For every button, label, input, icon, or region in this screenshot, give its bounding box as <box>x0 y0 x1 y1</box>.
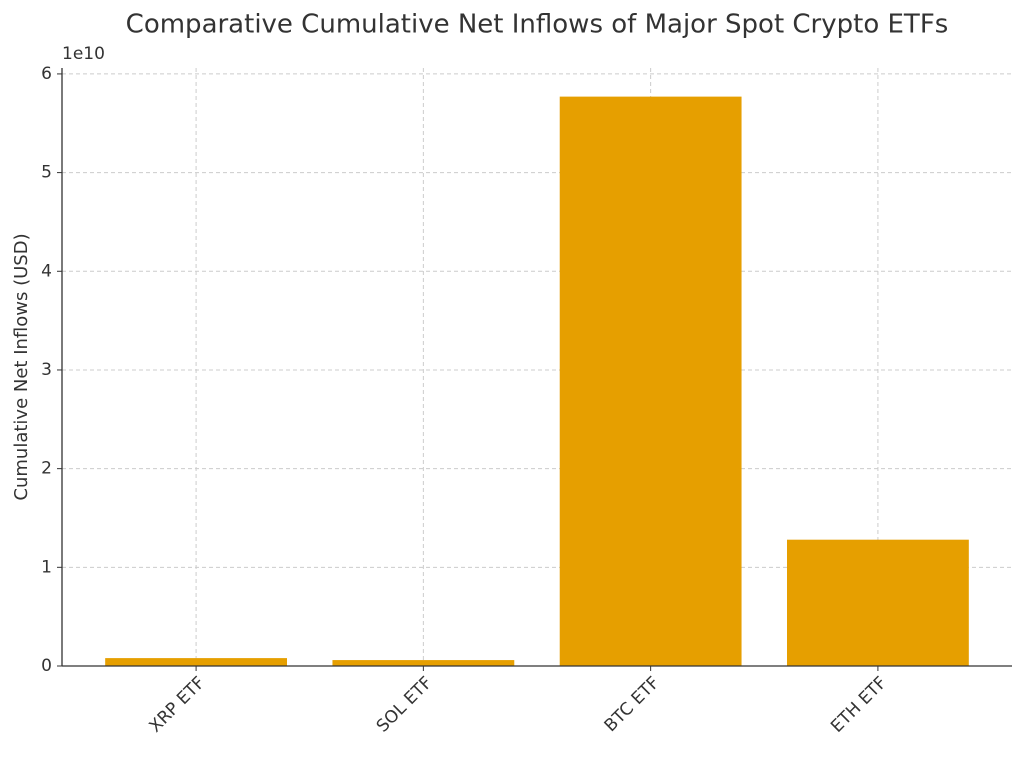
y-tick-label: 0 <box>41 656 52 676</box>
y-axis-label: Cumulative Net Inflows (USD) <box>11 233 32 500</box>
x-tick-label: ETH ETF <box>827 673 891 737</box>
y-tick-label: 3 <box>41 360 52 380</box>
chart-title: Comparative Cumulative Net Inflows of Ma… <box>126 10 949 40</box>
offset-label: 1e10 <box>62 44 105 64</box>
y-tick-label: 5 <box>41 163 52 183</box>
y-tick-label: 6 <box>41 64 52 84</box>
bar <box>105 658 287 666</box>
bar <box>787 539 969 666</box>
x-tick-label: BTC ETF <box>601 673 664 736</box>
y-tick-label: 1 <box>41 557 52 577</box>
x-tick-label: XRP ETF <box>146 673 210 737</box>
bar <box>332 660 515 666</box>
y-tick-label: 2 <box>41 459 52 479</box>
bar <box>559 96 742 666</box>
y-tick-label: 4 <box>41 261 52 281</box>
x-tick-label: SOL ETF <box>373 673 437 737</box>
